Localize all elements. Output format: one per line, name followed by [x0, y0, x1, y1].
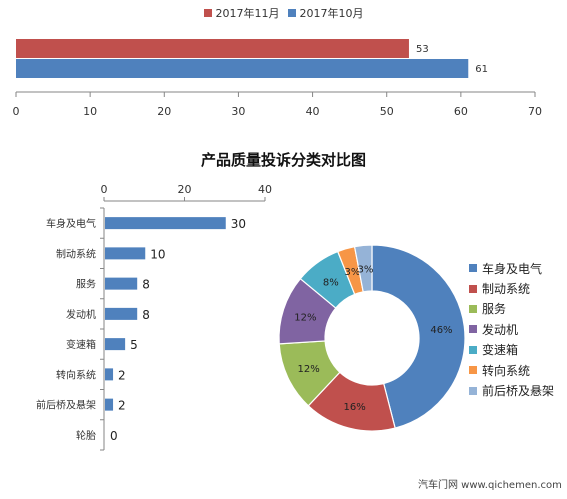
bar-value-label: 61: [475, 64, 488, 75]
category-bar: [105, 217, 226, 230]
category-value-label: 8: [142, 278, 150, 292]
donut-slice-label: 46%: [430, 325, 452, 336]
donut-legend-label: 转向系统: [482, 363, 531, 378]
chart-title: 产品质量投诉分类对比图: [200, 151, 366, 169]
donut-legend-item: 变速箱: [469, 340, 554, 360]
donut-legend-swatch: [469, 366, 477, 375]
category-value-label: 5: [130, 338, 138, 352]
top-axis-tick-label: 40: [258, 183, 272, 196]
legend-label-oct: 2017年10月: [299, 7, 364, 20]
top-axis-tick-label: 0: [101, 183, 108, 196]
donut-slice-label: 3%: [345, 267, 361, 278]
donut-legend-swatch: [469, 284, 477, 293]
category-value-label: 30: [231, 217, 246, 231]
watermark-text: 汽车门网 www.qichemen.com: [418, 480, 562, 491]
legend-label-nov: 2017年11月: [215, 7, 280, 20]
x-axis-tick-label: 30: [231, 105, 245, 118]
donut-slice: [371, 244, 466, 429]
x-axis-tick-label: 60: [454, 105, 468, 118]
x-axis-tick-label: 10: [83, 105, 97, 118]
legend-swatch-oct: [287, 9, 296, 17]
category-label: 车身及电气: [46, 217, 96, 230]
category-bar: [105, 247, 146, 260]
donut-legend-label: 变速箱: [482, 343, 519, 358]
donut-slice: [353, 244, 373, 293]
x-axis-tick-label: 20: [157, 105, 171, 118]
donut-legend-swatch: [469, 345, 477, 354]
donut-legend-swatch: [469, 325, 477, 334]
donut-legend-label: 车身及电气: [482, 261, 543, 276]
donut-legend-item: 服务: [469, 299, 554, 319]
x-axis-tick-label: 50: [380, 105, 394, 118]
donut-legend-label: 服务: [482, 302, 507, 317]
category-value-label: 8: [142, 308, 150, 322]
category-bar: [105, 368, 114, 381]
bar-nov: [16, 39, 409, 58]
category-value-label: 0: [110, 429, 118, 443]
category-value-label: 2: [118, 368, 126, 382]
category-value-label: 2: [118, 399, 126, 413]
donut-legend-swatch: [469, 264, 477, 273]
category-bar: [105, 338, 126, 351]
category-label: 发动机: [66, 308, 96, 321]
donut-legend-item: 发动机: [469, 319, 554, 339]
category-label: 服务: [76, 278, 96, 291]
donut-legend-label: 发动机: [482, 322, 519, 337]
donut-slice-label: 12%: [298, 364, 320, 375]
donut-legend-swatch: [469, 304, 477, 313]
top-comparison-chart: 53 61 0 10 20 30 40 50 60 70: [13, 39, 542, 118]
top-legend: 2017年11月 2017年10月: [0, 5, 567, 21]
x-axis-tick-label: 0: [13, 105, 20, 118]
donut-legend: 车身及电气制动系统服务发动机变速箱转向系统前后桥及悬架: [469, 258, 554, 401]
x-axis-tick-label: 40: [306, 105, 320, 118]
donut-legend-label: 制动系统: [482, 282, 531, 297]
donut-slice-label: 12%: [294, 312, 316, 323]
category-bar: [105, 307, 138, 320]
legend-swatch-nov: [203, 9, 212, 17]
category-label: 轮胎: [76, 429, 96, 442]
category-label: 转向系统: [56, 368, 96, 381]
category-bar: [105, 398, 114, 411]
category-value-label: 10: [150, 247, 165, 261]
category-bar: [105, 277, 138, 290]
donut-legend-item: 前后桥及悬架: [469, 380, 554, 400]
category-label: 制动系统: [56, 247, 96, 260]
x-axis-tick-label: 70: [528, 105, 542, 118]
donut-slice-label: 3%: [357, 264, 373, 275]
category-donut-chart: 46% 16% 12% 12% 8% 3%3%: [278, 244, 466, 432]
category-label: 变速箱: [66, 338, 96, 351]
donut-slice-label: 8%: [323, 277, 339, 288]
donut-legend-item: 车身及电气: [469, 258, 554, 278]
top-axis-tick-label: 20: [178, 183, 192, 196]
donut-legend-item: 制动系统: [469, 278, 554, 298]
donut-legend-label: 前后桥及悬架: [482, 384, 555, 399]
donut-legend-item: 转向系统: [469, 360, 554, 380]
donut-legend-swatch: [469, 386, 477, 395]
legend-item-oct: 2017年10月: [287, 5, 364, 21]
bar-value-label: 53: [416, 44, 429, 55]
donut-slice-label: 16%: [343, 402, 365, 413]
legend-item-nov: 2017年11月: [203, 5, 280, 21]
category-label: 前后桥及悬架: [36, 399, 96, 412]
bar-oct: [16, 59, 469, 78]
